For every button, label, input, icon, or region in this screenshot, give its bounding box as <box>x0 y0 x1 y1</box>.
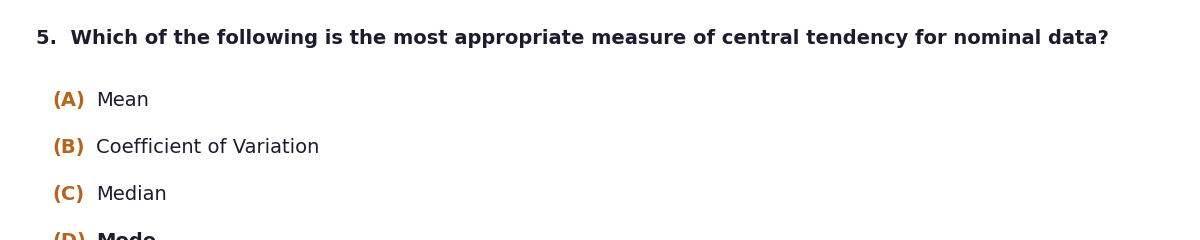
Text: (B): (B) <box>53 138 85 157</box>
Text: (C): (C) <box>53 185 85 204</box>
Text: Median: Median <box>96 185 167 204</box>
Text: (D): (D) <box>53 232 86 240</box>
Text: Coefficient of Variation: Coefficient of Variation <box>96 138 319 157</box>
Text: 5.  Which of the following is the most appropriate measure of central tendency f: 5. Which of the following is the most ap… <box>36 29 1109 48</box>
Text: Mean: Mean <box>96 91 149 110</box>
Text: (A): (A) <box>53 91 85 110</box>
Text: Mode: Mode <box>96 232 156 240</box>
